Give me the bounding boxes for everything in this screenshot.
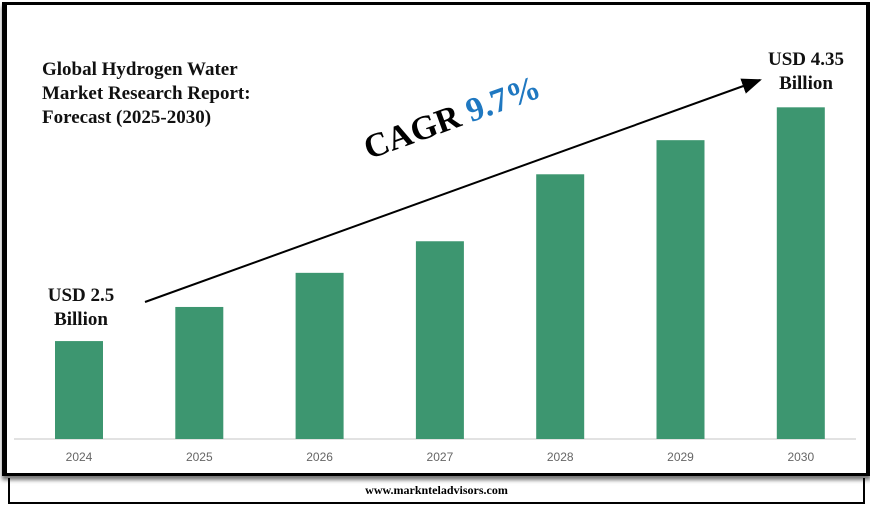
x-tick-label: 2030 xyxy=(787,450,814,464)
cagr-arrow xyxy=(144,78,762,303)
bar-2026 xyxy=(295,272,344,439)
bar-2030 xyxy=(776,107,825,440)
bar-2029 xyxy=(656,140,705,439)
bar-2024 xyxy=(55,341,103,439)
title-line: Global Hydrogen Water xyxy=(42,59,238,80)
x-tick-label: 2026 xyxy=(306,450,333,464)
title-line: Forecast (2025-2030) xyxy=(42,107,212,128)
end-unit: Billion xyxy=(779,73,833,94)
start-value-label: USD 2.5 Billion xyxy=(36,284,126,332)
title-line: Market Research Report: xyxy=(42,83,251,104)
bar-2025 xyxy=(175,306,224,439)
bar-2028 xyxy=(536,174,585,439)
x-tick-label: 2028 xyxy=(547,450,574,464)
website-link[interactable]: www.marknteladvisors.com xyxy=(365,483,508,497)
start-value: USD 2.5 xyxy=(47,285,115,306)
footer: www.marknteladvisors.com xyxy=(8,478,865,504)
end-value: USD 4.35 xyxy=(767,49,844,70)
end-value-label: USD 4.35 Billion xyxy=(756,48,856,96)
chart-title: Global Hydrogen Water Market Research Re… xyxy=(42,58,251,130)
x-tick-label: 2024 xyxy=(66,450,93,464)
x-tick-label: 2025 xyxy=(186,450,213,464)
start-unit: Billion xyxy=(54,309,108,330)
bar-2027 xyxy=(415,241,464,439)
x-tick-label: 2029 xyxy=(667,450,694,464)
x-tick-label: 2027 xyxy=(427,450,454,464)
